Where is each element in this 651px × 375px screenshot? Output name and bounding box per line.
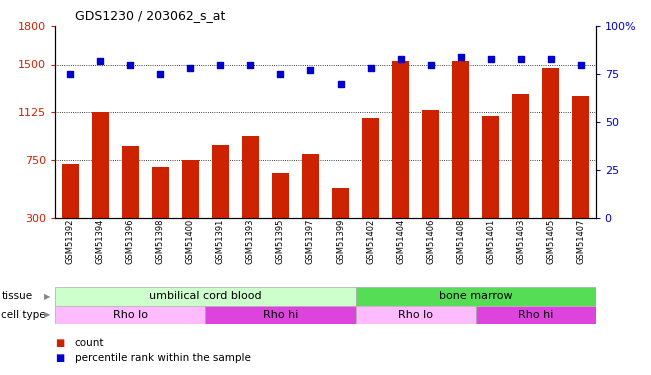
Text: Rho lo: Rho lo <box>398 310 433 320</box>
Text: tissue: tissue <box>1 291 33 301</box>
Point <box>215 62 226 68</box>
Bar <box>572 96 589 218</box>
Bar <box>393 61 409 217</box>
Bar <box>182 160 199 218</box>
Point <box>186 65 196 71</box>
Point <box>155 71 165 77</box>
Point <box>575 62 586 68</box>
Bar <box>55 306 206 324</box>
Bar <box>62 164 79 218</box>
Text: Rho hi: Rho hi <box>518 310 553 320</box>
Point <box>516 56 526 62</box>
Bar <box>355 287 596 306</box>
Text: ▶: ▶ <box>44 292 50 301</box>
Bar <box>242 136 258 218</box>
Bar <box>55 287 355 306</box>
Point <box>245 62 256 68</box>
Bar <box>422 110 439 218</box>
Point <box>395 56 406 62</box>
Point <box>365 65 376 71</box>
Point <box>275 71 286 77</box>
Bar <box>355 306 476 324</box>
Bar <box>302 154 319 218</box>
Text: count: count <box>75 338 104 348</box>
Point <box>125 62 135 68</box>
Bar <box>542 68 559 218</box>
Point <box>65 71 76 77</box>
Point <box>335 81 346 87</box>
Point <box>456 54 466 60</box>
Point <box>95 58 105 64</box>
Bar <box>272 173 289 217</box>
Text: percentile rank within the sample: percentile rank within the sample <box>75 353 251 363</box>
Bar <box>122 146 139 218</box>
Text: Rho lo: Rho lo <box>113 310 148 320</box>
Bar <box>482 116 499 218</box>
Point <box>305 67 316 73</box>
Bar <box>332 188 349 218</box>
Bar <box>92 112 109 218</box>
Bar <box>476 306 596 324</box>
Text: ▶: ▶ <box>44 310 50 320</box>
Text: umbilical cord blood: umbilical cord blood <box>149 291 262 301</box>
Text: Rho hi: Rho hi <box>263 310 298 320</box>
Bar <box>362 118 379 218</box>
Bar <box>152 167 169 217</box>
Text: ■: ■ <box>55 338 64 348</box>
Point <box>546 56 556 62</box>
Text: GDS1230 / 203062_s_at: GDS1230 / 203062_s_at <box>75 9 225 22</box>
Bar <box>512 94 529 218</box>
Bar <box>452 61 469 217</box>
Point <box>425 62 436 68</box>
Text: ■: ■ <box>55 353 64 363</box>
Text: cell type: cell type <box>1 310 46 320</box>
Bar <box>212 145 229 218</box>
Bar <box>206 306 355 324</box>
Point <box>486 56 496 62</box>
Text: bone marrow: bone marrow <box>439 291 512 301</box>
